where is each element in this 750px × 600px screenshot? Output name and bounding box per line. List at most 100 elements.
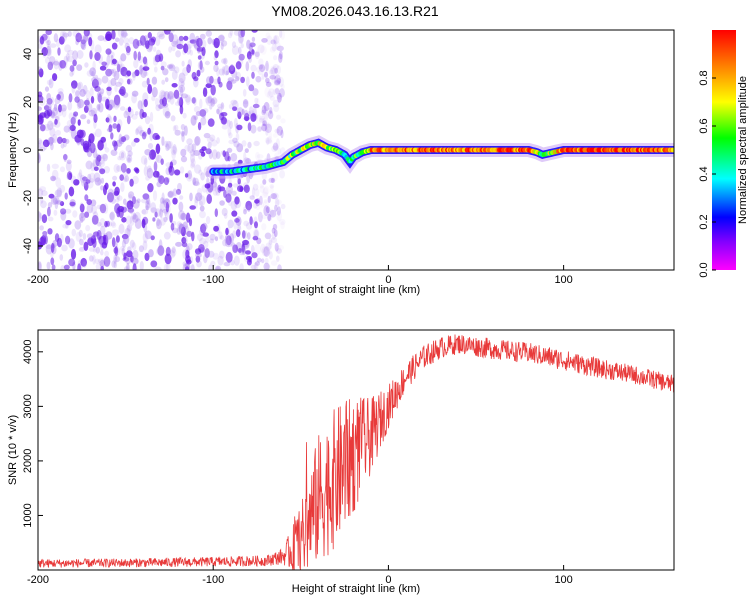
noise-blob [258, 58, 264, 66]
noise-blob [150, 36, 156, 43]
noise-blob [163, 263, 169, 270]
noise-blob [260, 201, 264, 208]
noise-blob [197, 122, 202, 131]
noise-blob [116, 99, 121, 107]
noise-blob [272, 142, 279, 151]
noise-blob [261, 73, 265, 80]
noise-blob [240, 43, 244, 49]
noise-blob [238, 33, 244, 44]
noise-blob [178, 72, 186, 84]
noise-blob [83, 181, 89, 191]
noise-blob [199, 109, 207, 117]
noise-blob [267, 215, 273, 221]
noise-blob [246, 39, 251, 49]
noise-blob [237, 178, 241, 185]
noise-blob [158, 239, 163, 250]
noise-blob [86, 199, 92, 205]
noise-blob [167, 30, 176, 33]
noise-blob [253, 229, 259, 239]
noise-blob [280, 84, 285, 90]
noise-blob [57, 47, 61, 56]
noise-blob [197, 61, 203, 70]
noise-blob [119, 57, 123, 67]
noise-blob [105, 68, 113, 77]
noise-blob [187, 170, 192, 180]
noise-blob [125, 215, 133, 225]
noise-blob [132, 214, 139, 223]
noise-blob [147, 183, 154, 193]
noise-blob [167, 64, 173, 69]
spectrogram-noise [38, 30, 286, 270]
noise-blob [254, 97, 259, 104]
noise-blob [99, 204, 106, 211]
noise-blob [155, 248, 161, 255]
noise-blob [103, 203, 109, 214]
noise-blob [126, 224, 133, 232]
noise-blob [68, 124, 72, 134]
noise-blob [151, 95, 156, 102]
noise-blob [39, 225, 44, 231]
noise-blob [253, 244, 261, 255]
noise-blob [181, 131, 185, 143]
noise-blob [51, 264, 56, 270]
noise-blob [247, 257, 252, 263]
spectrogram-x-tick-label: 100 [554, 274, 572, 286]
noise-blob [273, 80, 281, 86]
noise-blob [170, 222, 175, 231]
noise-blob [120, 163, 127, 173]
noise-blob [63, 125, 70, 133]
noise-blob [40, 196, 44, 204]
noise-blob [259, 183, 264, 189]
noise-blob [85, 160, 93, 170]
noise-blob [252, 235, 259, 241]
noise-blob [95, 153, 100, 164]
noise-blob [178, 35, 184, 42]
noise-blob [47, 61, 54, 71]
noise-blob [180, 81, 185, 87]
noise-blob [186, 243, 193, 251]
noise-blob [67, 49, 74, 56]
noise-blob [275, 199, 282, 205]
noise-blob [43, 140, 48, 150]
noise-blob [38, 152, 41, 161]
noise-blob [122, 234, 130, 245]
noise-blob [155, 97, 159, 107]
noise-blob [70, 175, 77, 184]
noise-blob [194, 198, 199, 209]
noise-blob [190, 158, 196, 168]
noise-blob [100, 88, 105, 95]
noise-blob [242, 99, 249, 105]
noise-blob [113, 99, 120, 110]
noise-blob [42, 231, 48, 236]
noise-blob [40, 124, 46, 132]
noise-blob [50, 242, 55, 253]
noise-blob [193, 150, 201, 156]
noise-blob [38, 139, 44, 150]
noise-blob [46, 40, 50, 48]
noise-blob [183, 235, 188, 247]
noise-blob [158, 94, 163, 103]
noise-blob [110, 132, 114, 140]
noise-blob [59, 184, 66, 193]
noise-blob [199, 98, 203, 109]
noise-blob [280, 129, 284, 139]
noise-blob [61, 107, 67, 118]
noise-blob [116, 165, 123, 172]
noise-blob [189, 49, 193, 56]
noise-blob [149, 130, 153, 141]
noise-blob [235, 71, 241, 80]
noise-blob [254, 199, 260, 204]
noise-blob [131, 93, 138, 104]
noise-blob [209, 134, 216, 142]
noise-blob [257, 44, 265, 54]
noise-blob [58, 36, 65, 45]
noise-blob [140, 155, 148, 165]
noise-blob [106, 114, 112, 123]
spectrogram-x-tick-label: 0 [385, 274, 391, 286]
noise-blob [274, 229, 278, 238]
noise-blob [251, 71, 255, 79]
noise-blob [118, 64, 123, 71]
noise-blob [53, 209, 58, 216]
noise-blob [214, 236, 219, 242]
noise-blob [170, 248, 177, 257]
